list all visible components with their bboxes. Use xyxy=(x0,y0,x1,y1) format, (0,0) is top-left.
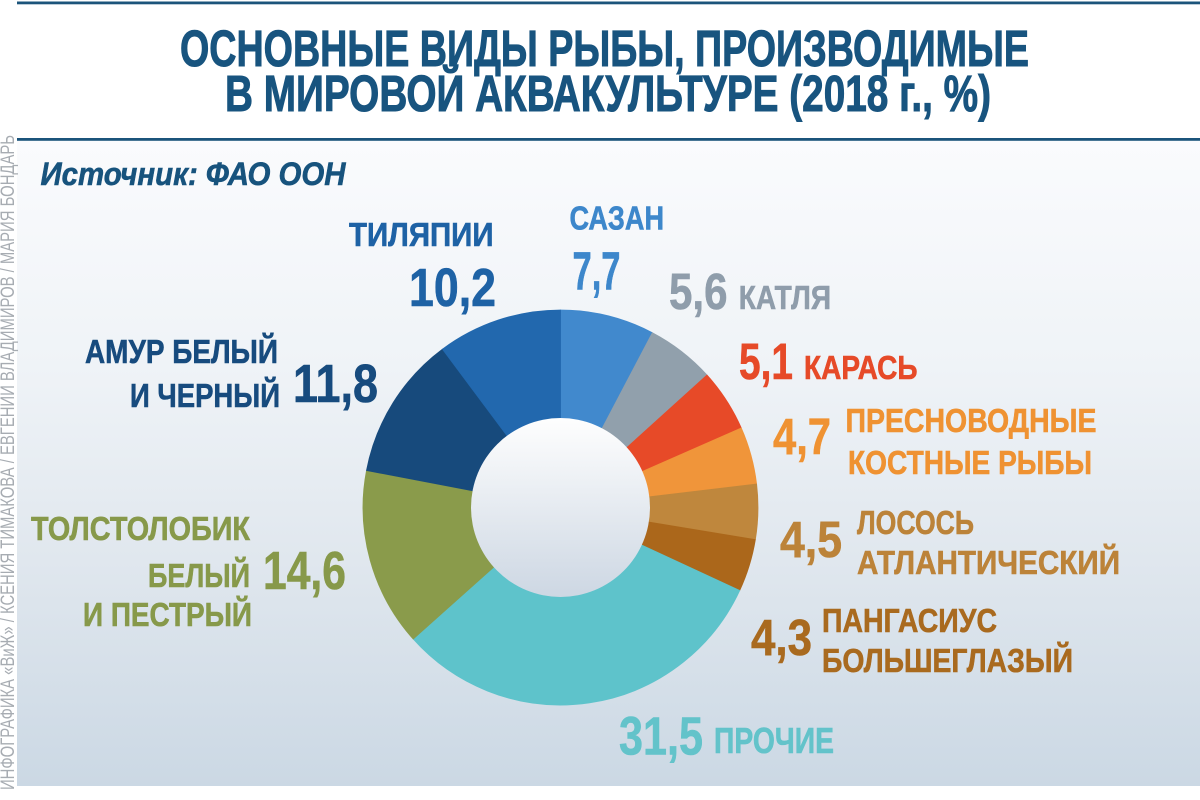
svg-text:4,3: 4,3 xyxy=(751,609,812,666)
svg-text:11,8: 11,8 xyxy=(293,354,378,414)
svg-text:ПАНГАСИУС: ПАНГАСИУС xyxy=(822,603,997,640)
svg-text:АТЛАНТИЧЕСКИЙ: АТЛАНТИЧЕСКИЙ xyxy=(857,543,1120,582)
svg-text:БЕЛЫЙ: БЕЛЫЙ xyxy=(148,556,250,595)
svg-text:ИНФОГРАФИКА «ВиЖ» / КСЕНИЯ ТИМ: ИНФОГРАФИКА «ВиЖ» / КСЕНИЯ ТИМАКОВА / ЕВ… xyxy=(0,135,19,790)
svg-text:4,7: 4,7 xyxy=(773,408,831,465)
svg-text:ПРОЧИЕ: ПРОЧИЕ xyxy=(714,720,834,761)
svg-text:ПРЕСНОВОДНЫЕ: ПРЕСНОВОДНЫЕ xyxy=(846,403,1097,440)
svg-text:14,6: 14,6 xyxy=(263,541,346,601)
svg-text:И ПЕСТРЫЙ: И ПЕСТРЫЙ xyxy=(83,595,252,634)
svg-text:ТОЛСТОЛОБИК: ТОЛСТОЛОБИК xyxy=(31,511,250,548)
svg-text:5,1: 5,1 xyxy=(739,333,793,390)
svg-text:10,2: 10,2 xyxy=(409,258,496,318)
svg-text:В МИРОВОЙ АКВАКУЛЬТУРЕ (2018 г: В МИРОВОЙ АКВАКУЛЬТУРЕ (2018 г., %) xyxy=(225,64,991,122)
svg-text:ОСНОВНЫЕ ВИДЫ РЫБЫ, ПРОИЗВОДИМ: ОСНОВНЫЕ ВИДЫ РЫБЫ, ПРОИЗВОДИМЫЕ xyxy=(180,20,1029,77)
svg-text:4,5: 4,5 xyxy=(780,511,842,568)
svg-text:И ЧЕРНЫЙ: И ЧЕРНЫЙ xyxy=(130,376,280,415)
svg-text:БОЛЬШЕГЛАЗЫЙ: БОЛЬШЕГЛАЗЫЙ xyxy=(822,641,1073,680)
svg-text:31,5: 31,5 xyxy=(619,707,703,767)
svg-text:КАТЛЯ: КАТЛЯ xyxy=(739,280,831,317)
svg-text:Источник: ФАО ООН: Источник: ФАО ООН xyxy=(41,156,347,192)
svg-text:5,6: 5,6 xyxy=(669,263,728,320)
svg-text:7,7: 7,7 xyxy=(573,242,621,302)
svg-text:ТИЛЯПИИ: ТИЛЯПИИ xyxy=(349,217,494,254)
svg-text:АМУР БЕЛЫЙ: АМУР БЕЛЫЙ xyxy=(85,332,278,371)
svg-text:САЗАН: САЗАН xyxy=(570,201,665,238)
svg-text:КОСТНЫЕ РЫБЫ: КОСТНЫЕ РЫБЫ xyxy=(848,445,1092,482)
svg-text:КАРАСЬ: КАРАСЬ xyxy=(804,350,918,387)
svg-text:ЛОСОСЬ: ЛОСОСЬ xyxy=(857,505,974,542)
